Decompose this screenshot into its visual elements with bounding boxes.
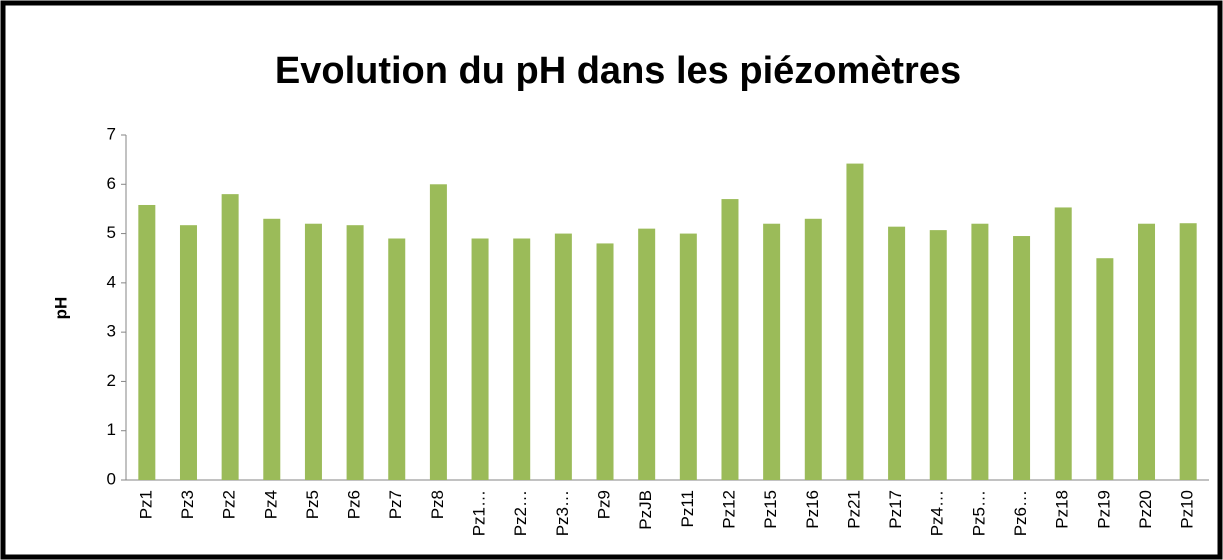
y-axis-title: pH: [51, 297, 70, 320]
bar: [471, 238, 489, 480]
bar: [388, 238, 406, 480]
bar: [554, 233, 572, 480]
bar: [429, 184, 447, 481]
bar: [679, 233, 697, 480]
bar: [1138, 223, 1156, 480]
x-tick-label: Pz12: [719, 490, 738, 529]
x-tick-label: Pz3…: [553, 490, 572, 536]
x-tick-label: Pz18: [1053, 490, 1072, 529]
y-tick-label: 3: [107, 322, 116, 341]
x-tick-label: Pz4: [261, 490, 280, 519]
x-tick-label: Pz9: [595, 490, 614, 519]
x-tick-label: Pz8: [428, 490, 447, 519]
x-tick-label: Pz5…: [969, 490, 988, 536]
x-tick-label: Pz21: [844, 490, 863, 529]
x-tick-label: Pz2…: [511, 490, 530, 536]
bar: [638, 228, 656, 480]
y-tick-label: 2: [107, 371, 116, 390]
x-tick-label: Pz15: [761, 490, 780, 529]
bar: [721, 199, 739, 481]
x-tick-label: Pz7: [386, 490, 405, 519]
bar: [1013, 236, 1031, 480]
y-tick-label: 7: [107, 124, 116, 143]
x-tick-label: Pz17: [886, 490, 905, 529]
bar: [138, 204, 156, 480]
x-tick-label: Pz6…: [1011, 490, 1030, 536]
bar: [971, 223, 989, 480]
x-tick-label: Pz11: [678, 490, 697, 528]
y-tick-label: 0: [107, 469, 116, 488]
bar: [1179, 223, 1197, 480]
bar: [513, 238, 531, 480]
y-tick-label: 1: [107, 420, 116, 439]
x-tick-label: Pz4…: [928, 490, 947, 536]
bar: [929, 230, 947, 480]
y-tick-label: 4: [107, 272, 116, 291]
bar: [179, 225, 197, 480]
x-tick-label: Pz1…: [470, 490, 489, 536]
x-tick-label: PzJB: [636, 490, 655, 530]
x-tick-label: Pz1: [136, 490, 155, 519]
bar: [1054, 207, 1072, 480]
bar: [263, 218, 281, 481]
bar: [1096, 258, 1114, 480]
bar: [846, 163, 864, 481]
bar: [596, 243, 614, 480]
x-tick-label: Pz16: [803, 490, 822, 529]
x-tick-label: Pz19: [1094, 490, 1113, 529]
bar: [221, 194, 239, 480]
bar: [804, 218, 822, 481]
x-tick-label: Pz3: [178, 490, 197, 519]
bar: [888, 226, 906, 480]
bar: [346, 225, 364, 480]
bar: [304, 223, 322, 480]
y-tick-label: 5: [107, 223, 116, 242]
x-tick-label: Pz20: [1136, 490, 1155, 529]
x-tick-label: Pz6: [345, 490, 364, 519]
x-tick-label: Pz5: [303, 490, 322, 519]
y-tick-label: 6: [107, 174, 116, 193]
x-tick-label: Pz10: [1178, 490, 1197, 529]
x-tick-label: Pz2: [220, 490, 239, 519]
bar: [763, 223, 781, 480]
chart-title: Evolution du pH dans les piézomètres: [275, 50, 961, 92]
